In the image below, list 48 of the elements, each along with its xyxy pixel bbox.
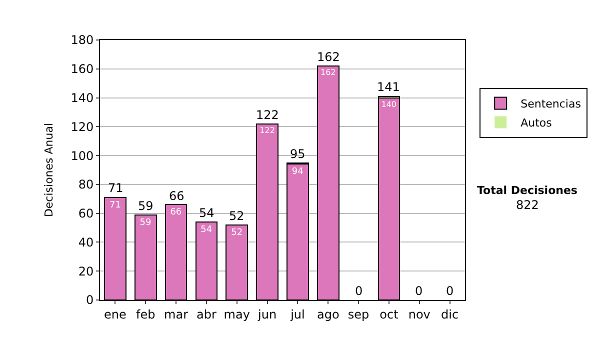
data-label: 71 <box>109 200 121 210</box>
total-label: 162 <box>317 50 340 64</box>
total-label: 122 <box>256 108 279 122</box>
y-tick-label: 40 <box>78 235 94 250</box>
y-tick-label: 140 <box>70 90 94 105</box>
data-label: 54 <box>200 225 212 235</box>
y-tick-label: 120 <box>70 120 94 134</box>
text: Total Decisiones <box>477 184 578 197</box>
data-label: 140 <box>381 100 396 109</box>
x-tick-label: abr <box>196 307 216 322</box>
total-label: 0 <box>446 284 454 298</box>
legend-label: Sentencias <box>520 98 582 111</box>
x-tick-label: nov <box>408 307 430 322</box>
y-tick-label: 60 <box>78 206 94 221</box>
x-tick-label: ago <box>316 307 340 322</box>
total-label: 52 <box>229 209 244 223</box>
x-tick-label: jun <box>257 307 277 322</box>
data-label: 59 <box>140 218 152 228</box>
total-label: 95 <box>290 147 306 161</box>
data-label: 122 <box>260 126 275 136</box>
data-label: 162 <box>320 68 336 78</box>
x-tick-label: may <box>224 307 250 322</box>
y-tick-label: 160 <box>70 62 94 76</box>
x-tick-label: feb <box>136 307 156 322</box>
total-label: 0 <box>355 284 363 298</box>
x-tick-label: jul <box>290 307 305 322</box>
data-label: 66 <box>170 208 182 218</box>
data-label: 52 <box>231 228 243 238</box>
y-tick-label: 80 <box>78 178 94 192</box>
y-tick-label: 0 <box>86 293 94 308</box>
y-tick-label: 100 <box>70 148 94 163</box>
x-tick-label: ene <box>104 307 126 322</box>
data-label: 94 <box>292 167 304 178</box>
total-label: 54 <box>199 206 214 220</box>
total-label: 0 <box>415 284 423 298</box>
legend-label: Autos <box>520 116 552 130</box>
y-tick-label: 180 <box>70 33 94 48</box>
y-axis-title: Decisiones Anual <box>42 122 56 218</box>
x-tick-label: sep <box>348 307 370 322</box>
total-label: 59 <box>138 199 154 213</box>
total-label: 71 <box>108 181 124 195</box>
text: 822 <box>516 198 539 212</box>
x-tick-label: oct <box>380 307 399 322</box>
x-tick-label: dic <box>441 307 459 322</box>
x-tick-label: mar <box>164 307 188 322</box>
total-label: 141 <box>377 80 400 94</box>
y-tick-label: 20 <box>78 264 94 278</box>
total-label: 66 <box>169 189 184 203</box>
